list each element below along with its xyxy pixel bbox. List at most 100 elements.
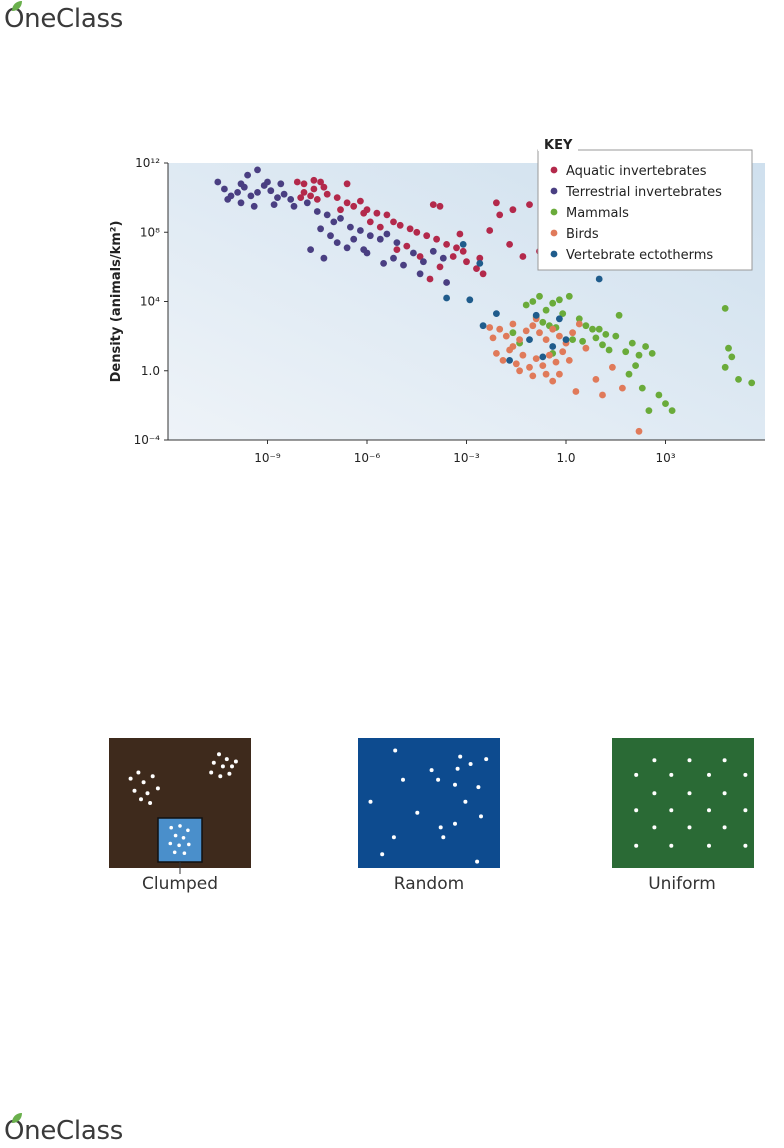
point-birds — [529, 322, 537, 330]
point-aquatic-invertebrates — [307, 192, 314, 200]
point-aquatic-invertebrates — [376, 223, 384, 231]
point-mammals — [721, 305, 729, 312]
point-terrestrial-invertebrates — [250, 202, 258, 210]
point-birds — [599, 391, 606, 399]
point-mammals — [579, 337, 586, 345]
individual-dot — [218, 774, 223, 779]
individual-dot — [429, 768, 434, 773]
point-birds — [575, 320, 583, 328]
point-terrestrial-invertebrates — [237, 180, 245, 188]
distribution-panels — [109, 738, 754, 874]
point-aquatic-invertebrates — [449, 253, 457, 260]
point-mammals — [615, 311, 623, 319]
individual-dot — [453, 782, 457, 787]
point-mammals — [542, 306, 550, 314]
point-aquatic-invertebrates — [493, 199, 500, 207]
point-birds — [532, 355, 540, 362]
point-mammals — [575, 315, 583, 323]
point-mammals — [728, 353, 736, 361]
individual-dot — [463, 799, 468, 804]
point-aquatic-invertebrates — [463, 258, 470, 266]
individual-dot — [455, 766, 460, 771]
point-mammals — [612, 332, 620, 340]
point-mammals — [638, 384, 646, 392]
point-aquatic-invertebrates — [453, 244, 460, 252]
point-aquatic-invertebrates — [310, 176, 318, 184]
point-birds — [529, 372, 537, 380]
individual-dot — [669, 808, 674, 813]
point-terrestrial-invertebrates — [247, 192, 255, 200]
individual-dot — [155, 786, 160, 791]
point-birds — [542, 336, 550, 343]
point-mammals — [536, 292, 543, 300]
point-mammals — [602, 331, 610, 338]
point-birds — [572, 388, 580, 395]
individual-dot — [743, 772, 748, 777]
point-aquatic-invertebrates — [357, 197, 364, 205]
point-terrestrial-invertebrates — [343, 244, 351, 252]
point-birds — [549, 377, 557, 385]
point-terrestrial-invertebrates — [214, 178, 222, 186]
point-mammals — [589, 325, 596, 333]
point-aquatic-invertebrates — [300, 180, 308, 188]
individual-dot — [136, 770, 141, 775]
point-terrestrial-invertebrates — [327, 232, 334, 240]
logo-text: OneClass — [4, 1116, 123, 1146]
point-aquatic-invertebrates — [519, 253, 527, 260]
point-mammals — [582, 322, 590, 330]
point-aquatic-invertebrates — [443, 241, 450, 248]
point-mammals — [509, 329, 517, 337]
individual-dot — [224, 757, 229, 762]
point-aquatic-invertebrates — [300, 189, 308, 196]
point-birds — [559, 348, 567, 356]
point-birds — [493, 350, 500, 357]
point-aquatic-invertebrates — [429, 201, 437, 208]
point-vertebrate-ectotherms — [539, 353, 547, 361]
point-terrestrial-invertebrates — [307, 246, 314, 253]
point-terrestrial-invertebrates — [277, 180, 285, 188]
y-axis-label: Density (animals/km²) — [109, 221, 124, 383]
uniform-panel — [612, 738, 754, 868]
point-aquatic-invertebrates — [297, 194, 305, 201]
individual-dot — [227, 771, 232, 776]
point-aquatic-invertebrates — [416, 253, 424, 260]
individual-dot — [182, 851, 187, 855]
point-birds — [539, 362, 547, 369]
point-mammals — [599, 341, 606, 349]
point-birds — [516, 367, 523, 375]
point-terrestrial-invertebrates — [350, 235, 358, 243]
individual-dot — [743, 843, 748, 848]
point-mammals — [556, 296, 563, 304]
individual-dot — [169, 825, 173, 830]
legend-label: Vertebrate ectotherms — [566, 248, 713, 263]
individual-dot — [669, 843, 674, 848]
point-mammals — [635, 351, 643, 359]
individual-dot — [217, 752, 221, 757]
point-mammals — [632, 362, 639, 369]
individual-dot — [150, 774, 155, 779]
individual-dot — [415, 810, 420, 815]
point-aquatic-invertebrates — [479, 270, 487, 278]
individual-dot — [707, 843, 711, 848]
point-terrestrial-invertebrates — [439, 254, 447, 262]
individual-dot — [209, 770, 214, 775]
individual-dot — [687, 758, 692, 763]
oneclass-logo: OneClass — [4, 1, 123, 32]
point-vertebrate-ectotherms — [466, 296, 474, 304]
point-aquatic-invertebrates — [350, 202, 358, 210]
point-mammals — [605, 346, 613, 354]
individual-dot — [128, 776, 133, 781]
point-terrestrial-invertebrates — [287, 196, 295, 203]
individual-dot — [230, 764, 234, 769]
individual-dot — [687, 825, 692, 830]
point-mammals — [655, 391, 663, 399]
individual-dot — [141, 780, 146, 785]
density-scatter-chart: 10⁻⁴ 1.0 10⁴ 10⁸ 10¹² 10⁻⁹ 10⁻⁶ 10⁻³ 1.0 10³ Densi… — [109, 136, 765, 465]
point-vertebrate-ectotherms — [443, 294, 450, 302]
individual-dot — [468, 762, 473, 766]
individual-dot — [148, 801, 153, 805]
point-terrestrial-invertebrates — [244, 171, 252, 179]
individual-dot — [178, 824, 182, 828]
point-terrestrial-invertebrates — [224, 196, 232, 203]
point-birds — [552, 358, 560, 366]
